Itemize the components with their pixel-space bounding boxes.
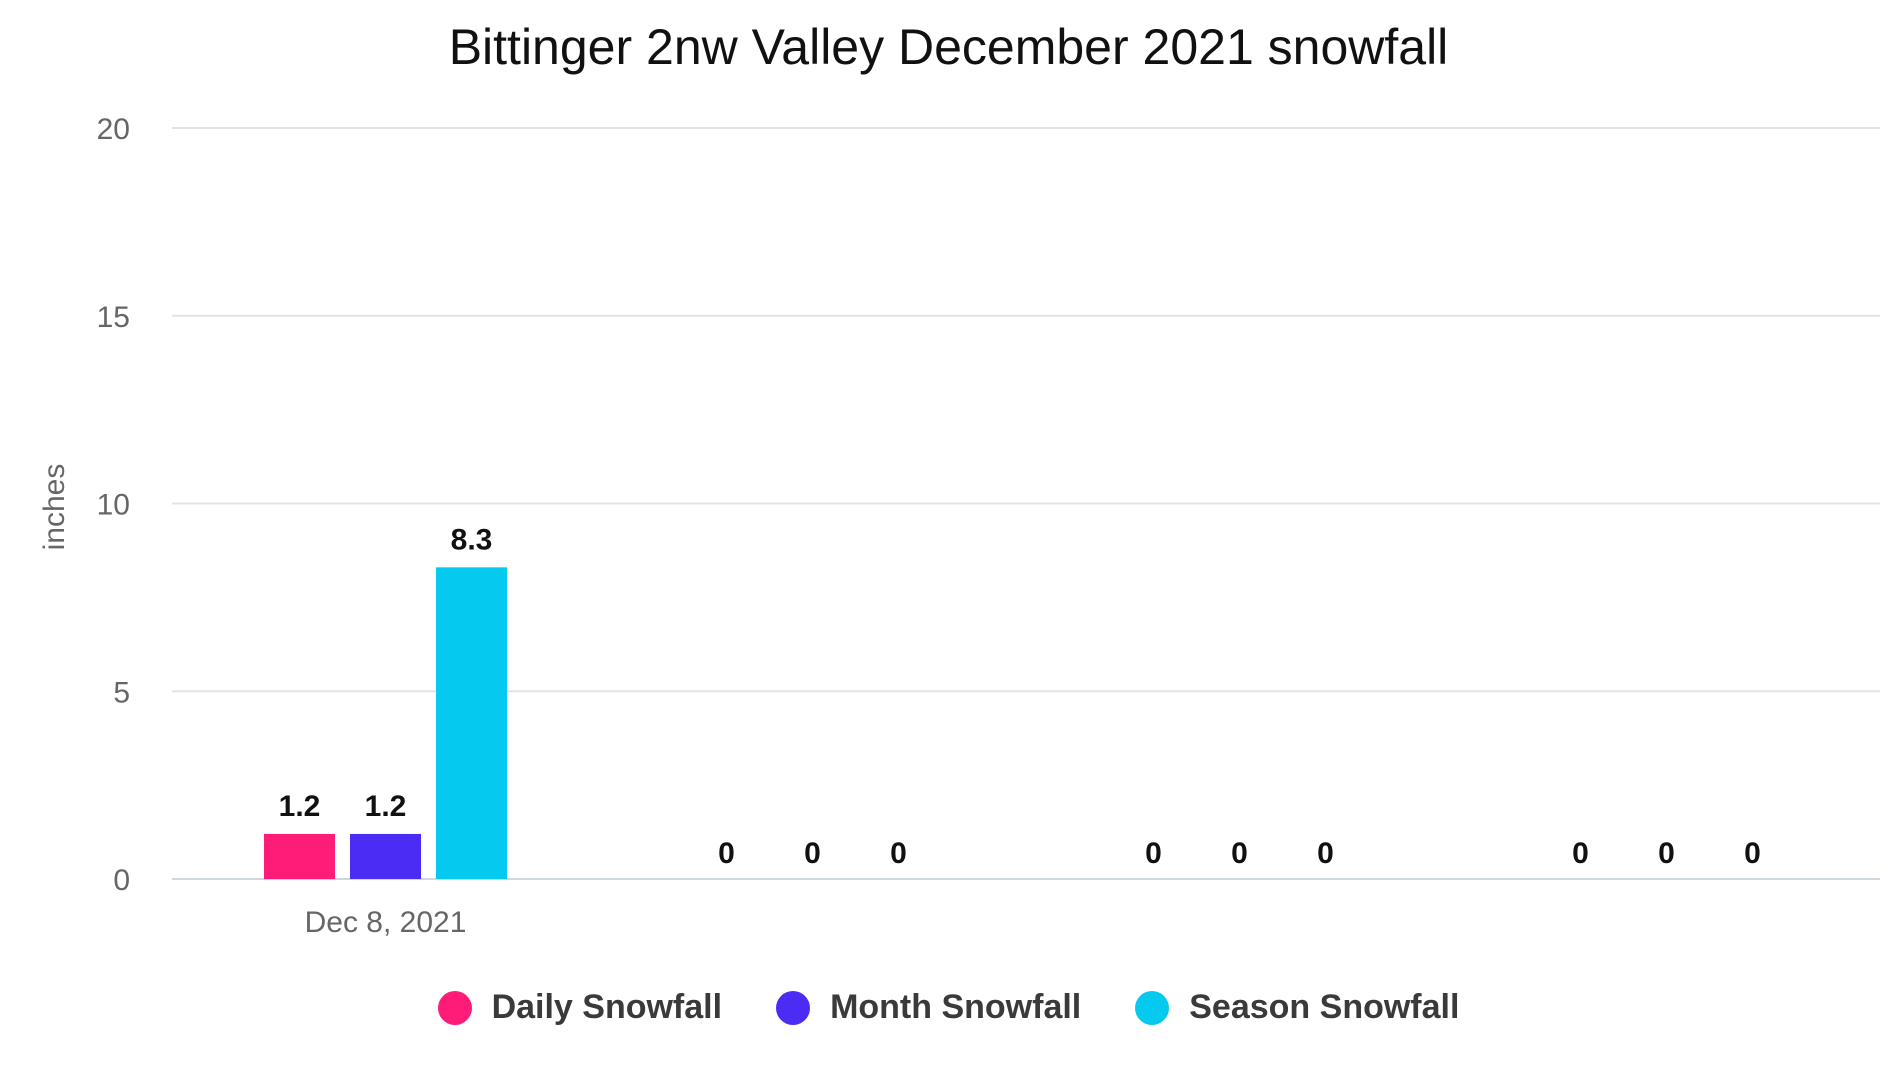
data-label: 0 <box>1231 837 1248 870</box>
x-tick-label: Dec 8, 2021 <box>305 906 467 939</box>
y-tick-label: 20 <box>97 113 130 146</box>
y-tick-label: 0 <box>113 864 130 897</box>
x-axis-ticks: Dec 8, 2021 <box>305 906 467 939</box>
y-tick-label: 10 <box>97 489 130 522</box>
data-label: 0 <box>804 837 821 870</box>
chart-title: Bittinger 2nw Valley December 2021 snowf… <box>448 19 1449 75</box>
y-tick-label: 15 <box>97 301 130 334</box>
legend-item[interactable]: Season Snowfall <box>1135 988 1459 1027</box>
bar <box>436 567 507 879</box>
legend-label: Daily Snowfall <box>491 988 723 1026</box>
data-labels: 1.2 1.2 8.3 0 0 0 0 0 0 0 0 0 <box>279 523 1761 870</box>
bar <box>264 833 335 879</box>
data-label: 0 <box>1658 837 1675 870</box>
bars <box>264 567 507 879</box>
legend-swatch <box>437 990 472 1025</box>
legend-label: Season Snowfall <box>1189 988 1460 1026</box>
legend-swatch <box>1135 990 1170 1025</box>
legend-swatch <box>776 990 811 1025</box>
data-label: 0 <box>1572 837 1589 870</box>
legend-item[interactable]: Month Snowfall <box>776 988 1081 1027</box>
data-label: 1.2 <box>279 790 321 823</box>
y-axis-ticks: 0 5 10 15 20 <box>97 113 130 897</box>
data-label: 0 <box>1317 837 1334 870</box>
data-label: 0 <box>1145 837 1162 870</box>
data-label: 0 <box>1744 837 1761 870</box>
data-label: 0 <box>890 837 907 870</box>
y-axis-label: inches <box>38 464 71 551</box>
data-label: 1.2 <box>365 790 407 823</box>
gridlines <box>172 127 1880 880</box>
legend: Daily Snowfall Month Snowfall Season Snowf… <box>0 988 1897 1027</box>
bar <box>350 833 421 879</box>
legend-label: Month Snowfall <box>830 988 1082 1026</box>
legend-item[interactable]: Daily Snowfall <box>437 988 723 1027</box>
y-tick-label: 5 <box>113 676 130 709</box>
data-label: 0 <box>718 837 735 870</box>
data-label: 8.3 <box>451 523 493 556</box>
